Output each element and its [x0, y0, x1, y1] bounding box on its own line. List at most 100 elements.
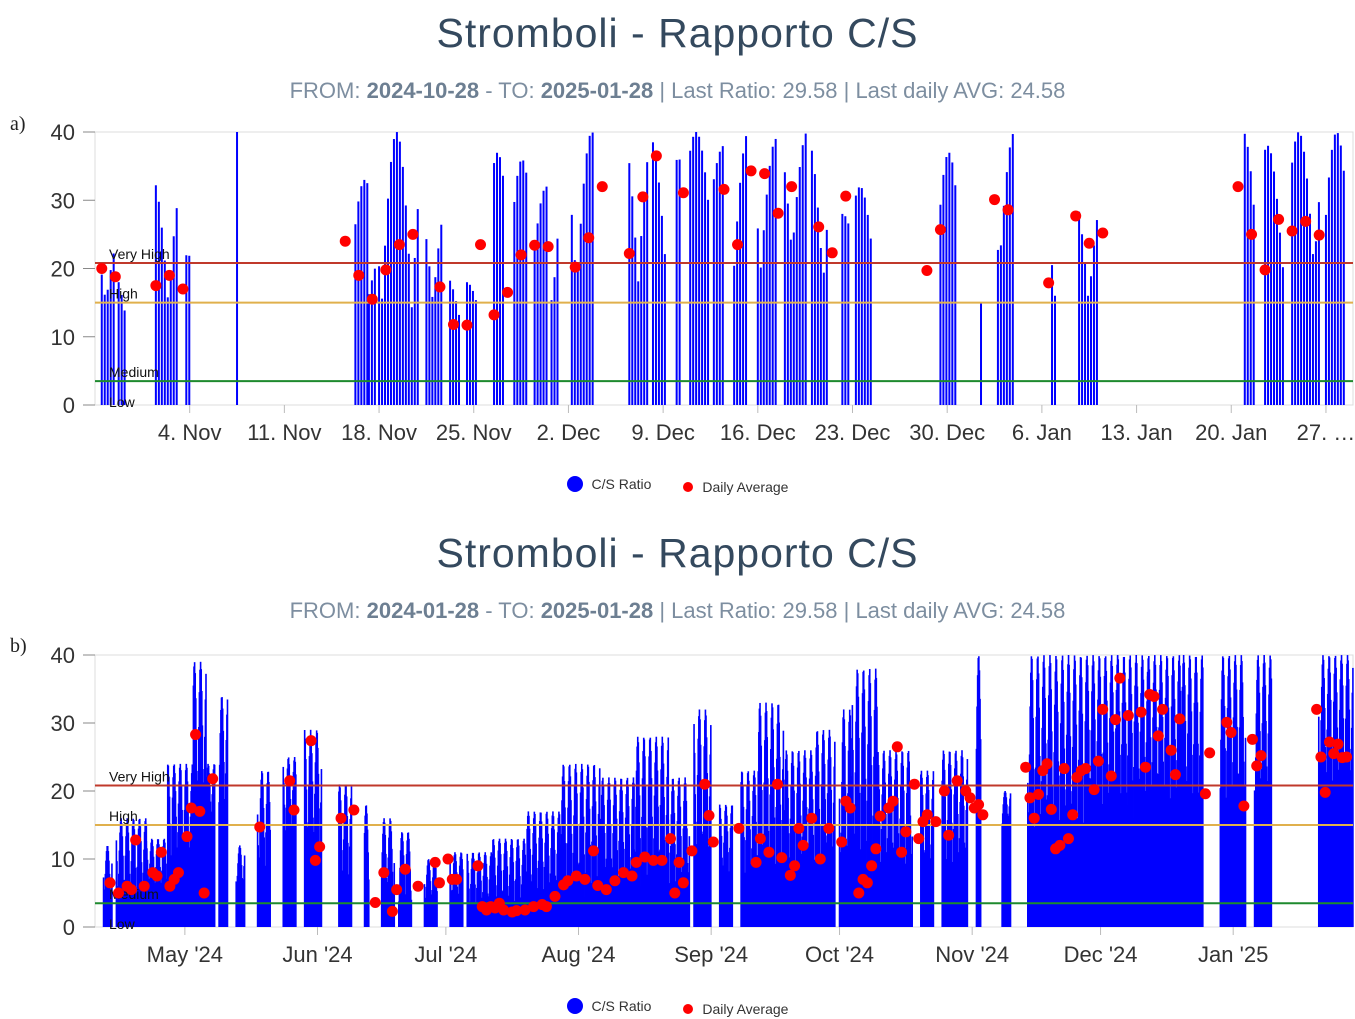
- cs-ratio-bar: [639, 838, 641, 927]
- daily-average-point: [1135, 706, 1147, 718]
- cs-ratio-bar: [123, 310, 126, 405]
- cs-ratio-bar: [416, 209, 419, 405]
- cs-ratio-bar: [474, 300, 477, 405]
- cs-ratio-bar: [932, 771, 935, 927]
- daily-average-point: [964, 792, 976, 804]
- cs-ratio-bar: [866, 214, 869, 405]
- daily-average-point: [515, 249, 527, 261]
- daily-average-point: [784, 869, 796, 881]
- daily-average-point: [930, 816, 942, 828]
- legend-dot-icon: [566, 998, 583, 1014]
- cs-ratio-bar: [834, 741, 836, 927]
- legend: C/S Ratio Daily Average: [0, 476, 1355, 495]
- daily-average-point: [1088, 784, 1100, 796]
- cs-ratio-bar: [942, 174, 945, 405]
- cs-ratio-bar: [789, 239, 792, 405]
- daily-average-point: [617, 867, 629, 879]
- cs-ratio-bar: [1278, 232, 1281, 405]
- daily-average-point: [353, 269, 365, 281]
- daily-average-point: [870, 843, 882, 855]
- daily-average-point: [1165, 744, 1177, 756]
- cs-ratio-bar: [701, 831, 703, 927]
- daily-average-point: [934, 224, 946, 236]
- cs-ratio-bar: [911, 836, 913, 927]
- daily-average-point: [943, 829, 955, 841]
- cs-ratio-bar: [792, 232, 795, 405]
- cs-ratio-bar: [1264, 149, 1267, 405]
- cs-ratio-bar: [1281, 267, 1284, 405]
- cs-ratio-bar: [1308, 213, 1311, 405]
- daily-average-point: [1097, 227, 1109, 239]
- cs-ratio-bar: [1324, 214, 1327, 405]
- daily-average-point: [498, 904, 510, 916]
- daily-average-point: [109, 271, 121, 283]
- daily-average-point: [502, 286, 514, 298]
- daily-average-point: [447, 318, 459, 330]
- daily-average-point: [921, 809, 933, 821]
- daily-average-point: [754, 833, 766, 845]
- daily-average-point: [1080, 763, 1092, 775]
- legend-item-daily-average[interactable]: Daily Average: [683, 479, 788, 495]
- chart-title: Stromboli - Rapporto C/S: [436, 10, 919, 56]
- daily-average-point: [442, 853, 454, 865]
- x-tick-label: Jun '24: [282, 942, 352, 967]
- daily-average-point: [1067, 809, 1079, 821]
- cs-ratio-bar: [771, 146, 774, 405]
- daily-average-point: [826, 247, 838, 259]
- daily-average-point: [1221, 716, 1233, 728]
- threshold-label: Medium: [109, 364, 159, 380]
- daily-average-point: [951, 775, 963, 787]
- cs-ratio-bar: [678, 159, 681, 405]
- panel-tag: b): [10, 635, 27, 657]
- chart-panel-b: Stromboli - Rapporto C/S FROM: 2024-01-2…: [0, 522, 1355, 1019]
- daily-average-point: [600, 884, 612, 896]
- cs-ratio-bar: [1002, 205, 1005, 405]
- cs-ratio-bar: [610, 858, 613, 927]
- daily-average-point: [1246, 733, 1258, 745]
- daily-average-point: [750, 856, 762, 868]
- x-tick-label: 30. Dec: [909, 420, 985, 445]
- daily-average-point: [686, 845, 698, 857]
- cs-ratio-bar: [226, 699, 229, 927]
- daily-average-point: [1300, 215, 1312, 227]
- cs-ratio-bar: [782, 730, 785, 927]
- daily-average-point: [461, 319, 473, 331]
- daily-average-point: [853, 887, 865, 899]
- cs-ratio-bar: [507, 886, 509, 927]
- cs-ratio-bar: [398, 141, 401, 406]
- cs-ratio-bar: [698, 136, 701, 406]
- legend-item-cs-ratio[interactable]: C/S Ratio: [566, 998, 652, 1014]
- daily-average-point: [844, 802, 856, 814]
- daily-average-point: [380, 264, 392, 276]
- chart-subtitle: FROM: 2024-10-28 - TO: 2025-01-28 | Last…: [0, 78, 1355, 104]
- legend-label: C/S Ratio: [591, 998, 652, 1014]
- cs-ratio-bar: [631, 196, 634, 405]
- cs-ratio-bar: [948, 152, 951, 405]
- daily-average-point: [150, 280, 162, 292]
- cs-ratio-bar: [1311, 254, 1314, 405]
- cs-ratio-bar: [373, 268, 376, 405]
- cs-ratio-bar: [668, 852, 670, 927]
- cs-ratio-bar: [1249, 171, 1252, 405]
- daily-average-point: [529, 239, 541, 251]
- daily-average-point: [677, 877, 689, 889]
- daily-average-point: [335, 812, 347, 824]
- daily-average-point: [771, 778, 783, 790]
- cs-ratio-bar: [428, 266, 431, 405]
- daily-average-point: [1199, 788, 1211, 800]
- legend-item-daily-average[interactable]: Daily Average: [683, 1001, 788, 1017]
- legend-item-cs-ratio[interactable]: C/S Ratio: [566, 476, 651, 492]
- cs-ratio-bar: [801, 145, 804, 405]
- cs-ratio-bar: [1054, 295, 1057, 405]
- daily-average-point: [677, 187, 689, 199]
- cs-ratio-bar: [675, 159, 678, 405]
- cs-ratio-bar: [1336, 133, 1339, 406]
- cs-ratio-bar: [704, 172, 707, 405]
- daily-average-point: [451, 873, 463, 885]
- cs-ratio-bar: [295, 774, 297, 927]
- cs-ratio-bar: [1009, 793, 1012, 927]
- daily-average-point: [1058, 763, 1070, 775]
- daily-average-point: [793, 822, 805, 834]
- cs-ratio-bar: [822, 272, 825, 405]
- cs-ratio-bar: [767, 830, 770, 927]
